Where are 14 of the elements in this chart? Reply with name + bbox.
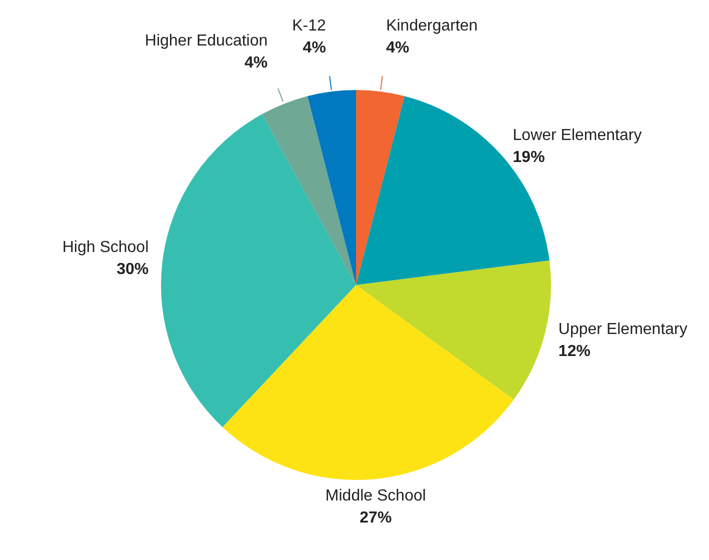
data-label: 27%	[360, 509, 392, 526]
slice-label: Kindergarten	[386, 17, 478, 34]
slice-label: Lower Elementary	[512, 127, 642, 144]
data-label: 12%	[558, 342, 590, 360]
data-label: 4%	[244, 54, 268, 72]
data-label: 30%	[116, 261, 149, 278]
slice-label: Upper Elementary	[558, 320, 688, 338]
slice-label: High School	[62, 239, 149, 256]
slice-label: K-12	[292, 17, 326, 34]
slice-label: Higher Education	[144, 32, 268, 50]
data-label: 4%	[386, 39, 410, 56]
data-label: 19%	[512, 149, 545, 166]
data-label: 4%	[302, 39, 326, 56]
slice-label: Middle School	[325, 487, 426, 504]
